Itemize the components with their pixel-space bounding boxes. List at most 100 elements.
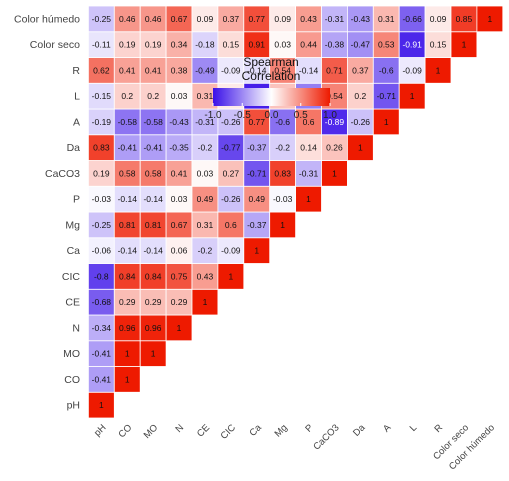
cell-value-label: -0.34 xyxy=(92,323,112,333)
cell-value-label: -0.6 xyxy=(379,65,394,75)
cell-value-label: 0.31 xyxy=(197,91,214,101)
cell-value-label: 0.49 xyxy=(248,194,265,204)
cell-value-label: 1 xyxy=(358,143,363,153)
heatmap-cell xyxy=(88,31,115,58)
cell-value-label: -0.41 xyxy=(118,143,138,153)
cell-value-label: -0.37 xyxy=(247,220,267,230)
cell-value-label: 0.29 xyxy=(145,297,162,307)
y-tick-label: Ca xyxy=(67,245,81,257)
heatmap-cell xyxy=(165,237,193,264)
y-tick-label: CO xyxy=(64,374,80,386)
heatmap-cell xyxy=(191,57,219,84)
heatmap-cell xyxy=(88,263,115,290)
heatmap-cell xyxy=(295,185,322,213)
cell-value-label: -0.47 xyxy=(351,40,371,50)
cell-value-label: 0.19 xyxy=(119,40,136,50)
cell-value-label: 1 xyxy=(203,297,208,307)
heatmap-cell xyxy=(88,185,115,213)
cell-value-label: 0.6 xyxy=(225,220,237,230)
cell-value-label: 0.03 xyxy=(171,194,188,204)
cell-value-label: 0.14 xyxy=(300,143,317,153)
heatmap-cell xyxy=(88,237,115,264)
cell-value-label: 0.46 xyxy=(119,14,136,24)
cell-value-label: 1 xyxy=(332,168,337,178)
cell-value-label: 0.75 xyxy=(171,271,188,281)
heatmap-cell xyxy=(217,108,245,136)
cell-value-label: 1 xyxy=(462,40,467,50)
cell-value-label: -0.09 xyxy=(221,246,241,256)
cell-value-label: 0.34 xyxy=(171,40,188,50)
heatmap-cell xyxy=(269,211,297,239)
cell-value-label: -0.14 xyxy=(118,194,138,204)
cell-value-label: 0.15 xyxy=(223,40,240,50)
cell-value-label: -0.41 xyxy=(92,349,112,359)
heatmap-cell xyxy=(424,57,452,84)
cell-value-label: -0.18 xyxy=(195,40,215,50)
x-tick-label: CO xyxy=(117,422,135,440)
cell-value-label: 0.38 xyxy=(171,65,188,75)
heatmap-cell xyxy=(346,82,374,110)
cell-value-label: -0.26 xyxy=(221,194,241,204)
cell-value-label: 1 xyxy=(99,400,104,410)
x-tick-label: Da xyxy=(351,422,368,439)
cell-value-label: 0.43 xyxy=(300,14,317,24)
x-tick-label: CIC xyxy=(219,422,238,441)
cell-value-label: 0.6 xyxy=(303,117,315,127)
x-tick-label: N xyxy=(174,422,187,435)
heatmap-cell xyxy=(217,31,245,58)
cell-value-label: -0.14 xyxy=(143,246,163,256)
heatmap-cell xyxy=(243,134,271,161)
heatmap-cell xyxy=(139,5,167,33)
heatmap-cell xyxy=(217,237,245,264)
heatmap-cell xyxy=(450,31,478,58)
x-tick-label: P xyxy=(303,422,315,434)
cell-value-label: 0.54 xyxy=(326,91,343,101)
cell-value-label: 0.03 xyxy=(171,91,188,101)
cell-value-label: 0.19 xyxy=(93,168,110,178)
heatmap-cell xyxy=(88,57,115,84)
cell-value-label: 1 xyxy=(410,91,415,101)
heatmap-cell xyxy=(165,160,193,187)
cell-value-label: 0.84 xyxy=(119,271,136,281)
cell-value-label: 0.09 xyxy=(197,14,214,24)
cell-value-label: 0.58 xyxy=(145,168,162,178)
heatmap-cell xyxy=(113,5,141,33)
x-tick-label: pH xyxy=(92,422,108,438)
heatmap-cell xyxy=(295,31,322,58)
y-tick-label: Color seco xyxy=(30,39,80,51)
heatmap-cell xyxy=(113,31,141,58)
heatmap-cell xyxy=(372,31,400,58)
cell-value-label: 0.37 xyxy=(223,14,240,24)
heatmap-cell xyxy=(88,314,115,342)
heatmap-cell xyxy=(217,134,245,161)
heatmap-cell xyxy=(191,237,219,264)
cell-value-label: 0.81 xyxy=(145,220,162,230)
heatmap-cell xyxy=(217,263,245,290)
x-tick-label: R xyxy=(433,422,446,435)
cell-value-label: 1 xyxy=(487,14,492,24)
heatmap-cell xyxy=(243,108,271,136)
heatmap-cell xyxy=(321,134,348,161)
heatmap-cell xyxy=(139,263,167,290)
cell-value-label: -0.14 xyxy=(118,246,138,256)
x-tick-label: CaCO3 xyxy=(311,422,341,452)
cell-value-label: -0.14 xyxy=(143,194,163,204)
cell-value-label: -0.2 xyxy=(198,143,213,153)
cell-value-label: -0.77 xyxy=(221,143,241,153)
cell-value-label: 0.71 xyxy=(326,65,343,75)
cell-value-label: -0.09 xyxy=(402,65,422,75)
cell-value-label: -0.43 xyxy=(351,14,371,24)
cell-value-label: 0.77 xyxy=(248,117,265,127)
heatmap-cell xyxy=(191,288,219,316)
cell-value-label: 0.81 xyxy=(119,220,136,230)
heatmap-cell xyxy=(113,237,141,264)
cell-value-label: -0.03 xyxy=(273,194,293,204)
heatmap-cell xyxy=(139,108,167,136)
cell-value-label: 1 xyxy=(254,246,259,256)
cell-value-label: 0.06 xyxy=(171,246,188,256)
cell-value-label: 0.2 xyxy=(354,91,366,101)
heatmap-cell xyxy=(398,31,426,58)
cell-value-label: -0.09 xyxy=(221,65,241,75)
y-axis-labels: pH CO MO N CE CIC Ca Mg P CaCO3 Da A L R Color seco Col… xyxy=(14,13,80,411)
